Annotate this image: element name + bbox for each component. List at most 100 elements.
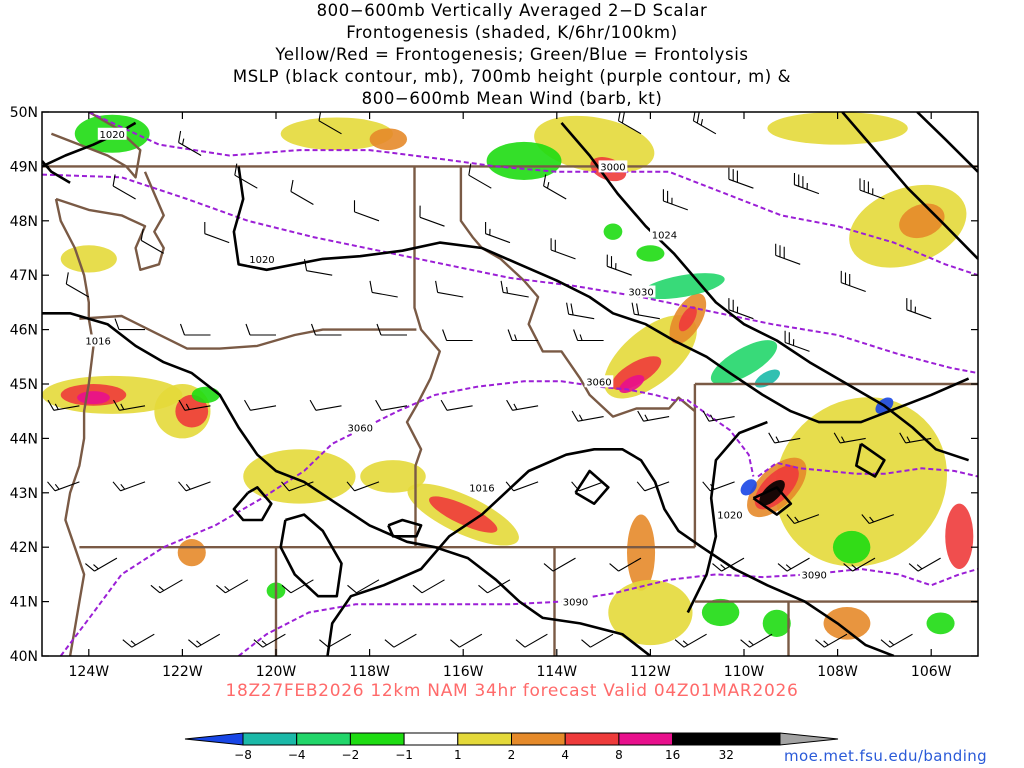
wind-barb-10 (793, 172, 820, 195)
wind-barb-82 (384, 633, 417, 648)
wind-barb-16 (784, 330, 810, 352)
wind-barb-76 (843, 557, 876, 572)
wind-barb-60 (571, 481, 604, 492)
wind-barb-3 (353, 200, 380, 222)
wind-barb-65 (85, 557, 118, 572)
shading-blob-4 (740, 479, 757, 496)
height-label-2-bg (345, 421, 375, 434)
height-label-0-bg (598, 160, 628, 173)
wind-barb-70 (412, 579, 445, 594)
shading-blob-26 (360, 460, 426, 493)
wind-barbs-layer (47, 112, 941, 648)
shading-blob-25 (243, 449, 356, 504)
lat-tick-label-6: 46N (10, 323, 38, 339)
border-line-10 (459, 166, 696, 418)
wind-barb-17 (692, 112, 717, 135)
shading-blob-32 (641, 273, 725, 300)
wind-barb-11 (859, 178, 885, 200)
lon-tick-label-8: 108W (817, 664, 858, 680)
shading-layer (42, 112, 974, 646)
mslp-contour-8 (232, 486, 273, 522)
credit-link[interactable]: moe.met.fsu.edu/banding (784, 747, 988, 765)
lat-tick-label-5: 45N (10, 377, 38, 393)
mslp-label-0: 1020 (249, 255, 274, 266)
wind-barb-51 (768, 432, 801, 444)
wind-barb-8 (662, 189, 688, 211)
colorbar-label-4: 1 (454, 748, 462, 762)
wind-barb-22 (112, 174, 136, 200)
mslp-contour-10 (387, 518, 423, 538)
colorbar-swatch-8 (618, 732, 674, 746)
wind-barb-30 (566, 302, 595, 320)
height-label-0: 3000 (600, 162, 625, 173)
colorbar-swatch-5 (457, 732, 512, 746)
wind-barb-57 (281, 481, 314, 492)
colorbar-swatch-4 (403, 732, 459, 746)
wind-barb-35 (310, 323, 342, 336)
shading-blob-19 (534, 115, 655, 174)
colorbar-swatch-2 (296, 732, 351, 746)
shading-blob-31 (60, 245, 117, 273)
wind-barb-77 (908, 557, 941, 572)
wind-barb-37 (442, 329, 473, 342)
colorbar-swatch-3 (349, 732, 405, 746)
height-label-3: 3060 (586, 377, 611, 388)
shading-blob-42 (926, 612, 955, 635)
lat-tick-label-1: 41N (10, 595, 38, 611)
colorbar-swatch-1 (242, 732, 298, 746)
wind-barb-58 (346, 481, 380, 492)
shading-blob-30 (767, 112, 908, 145)
colorbar-arrow-right (779, 732, 839, 746)
lon-tick-label-1: 122W (162, 664, 203, 680)
border-line-1 (79, 314, 417, 350)
colorbar-swatch-9 (725, 732, 781, 746)
wind-barb-54 (47, 481, 80, 492)
wind-barb-33 (179, 323, 211, 336)
mslp-label-3: 1020 (99, 130, 124, 141)
shading-blob-36 (486, 141, 562, 181)
wind-barb-42 (178, 399, 211, 411)
height-contour-2 (59, 380, 755, 656)
colorbar-label-8: 16 (665, 748, 680, 762)
shading-blob-9 (678, 306, 697, 332)
lon-tick-label-9: 106W (911, 664, 952, 680)
wind-barb-27 (369, 280, 398, 298)
height-label-5: 3090 (801, 570, 826, 581)
shading-blob-39 (832, 530, 871, 564)
wind-barb-9 (728, 167, 754, 189)
wind-barb-75 (777, 557, 810, 572)
wind-barb-2 (290, 179, 314, 205)
colorbar: −8 −4 −2 −1 1 2 4 8 16 32 (184, 732, 839, 762)
mslp-contour-7 (326, 448, 895, 656)
run-info: 18Z27FEB2026 12km NAM 34hr forecast Vali… (225, 681, 799, 701)
shading-blob-24 (945, 503, 974, 569)
mslp-contours-layer (42, 112, 978, 656)
shading-blob-27 (177, 539, 206, 567)
border-line-11 (54, 198, 95, 656)
lon-tick-label-3: 118W (349, 664, 390, 680)
wind-barb-41 (113, 399, 146, 411)
lat-tick-label-7: 47N (10, 268, 38, 284)
colorbar-swatch-7 (564, 732, 620, 746)
wind-barb-32 (114, 318, 145, 331)
wind-barb-53 (899, 432, 932, 444)
lat-tick-label-2: 42N (10, 540, 38, 556)
wind-barb-29 (500, 280, 529, 298)
borders-layer (42, 112, 978, 656)
wind-barb-40 (47, 399, 80, 411)
wind-barb-56 (178, 481, 211, 492)
wind-barb-55 (112, 481, 146, 492)
shading-blob-11 (429, 496, 498, 533)
chart-title: 800−600mb Vertically Averaged 2−D Scalar… (0, 0, 1024, 110)
mslp-label-1-bg (650, 228, 679, 241)
colorbar-arrow-left (184, 732, 244, 746)
lon-tick-label-6: 112W (630, 664, 671, 680)
colorbar-label-9: 32 (719, 748, 734, 762)
wind-barb-31 (631, 302, 660, 320)
wind-barb-24 (140, 228, 164, 254)
title-line-2: Frontogenesis (shaded, K/6hr/100km) (346, 23, 678, 42)
wind-barb-44 (309, 399, 342, 411)
wind-barb-83 (450, 633, 483, 648)
shading-blob-3 (759, 480, 785, 506)
wind-barb-74 (712, 557, 745, 572)
